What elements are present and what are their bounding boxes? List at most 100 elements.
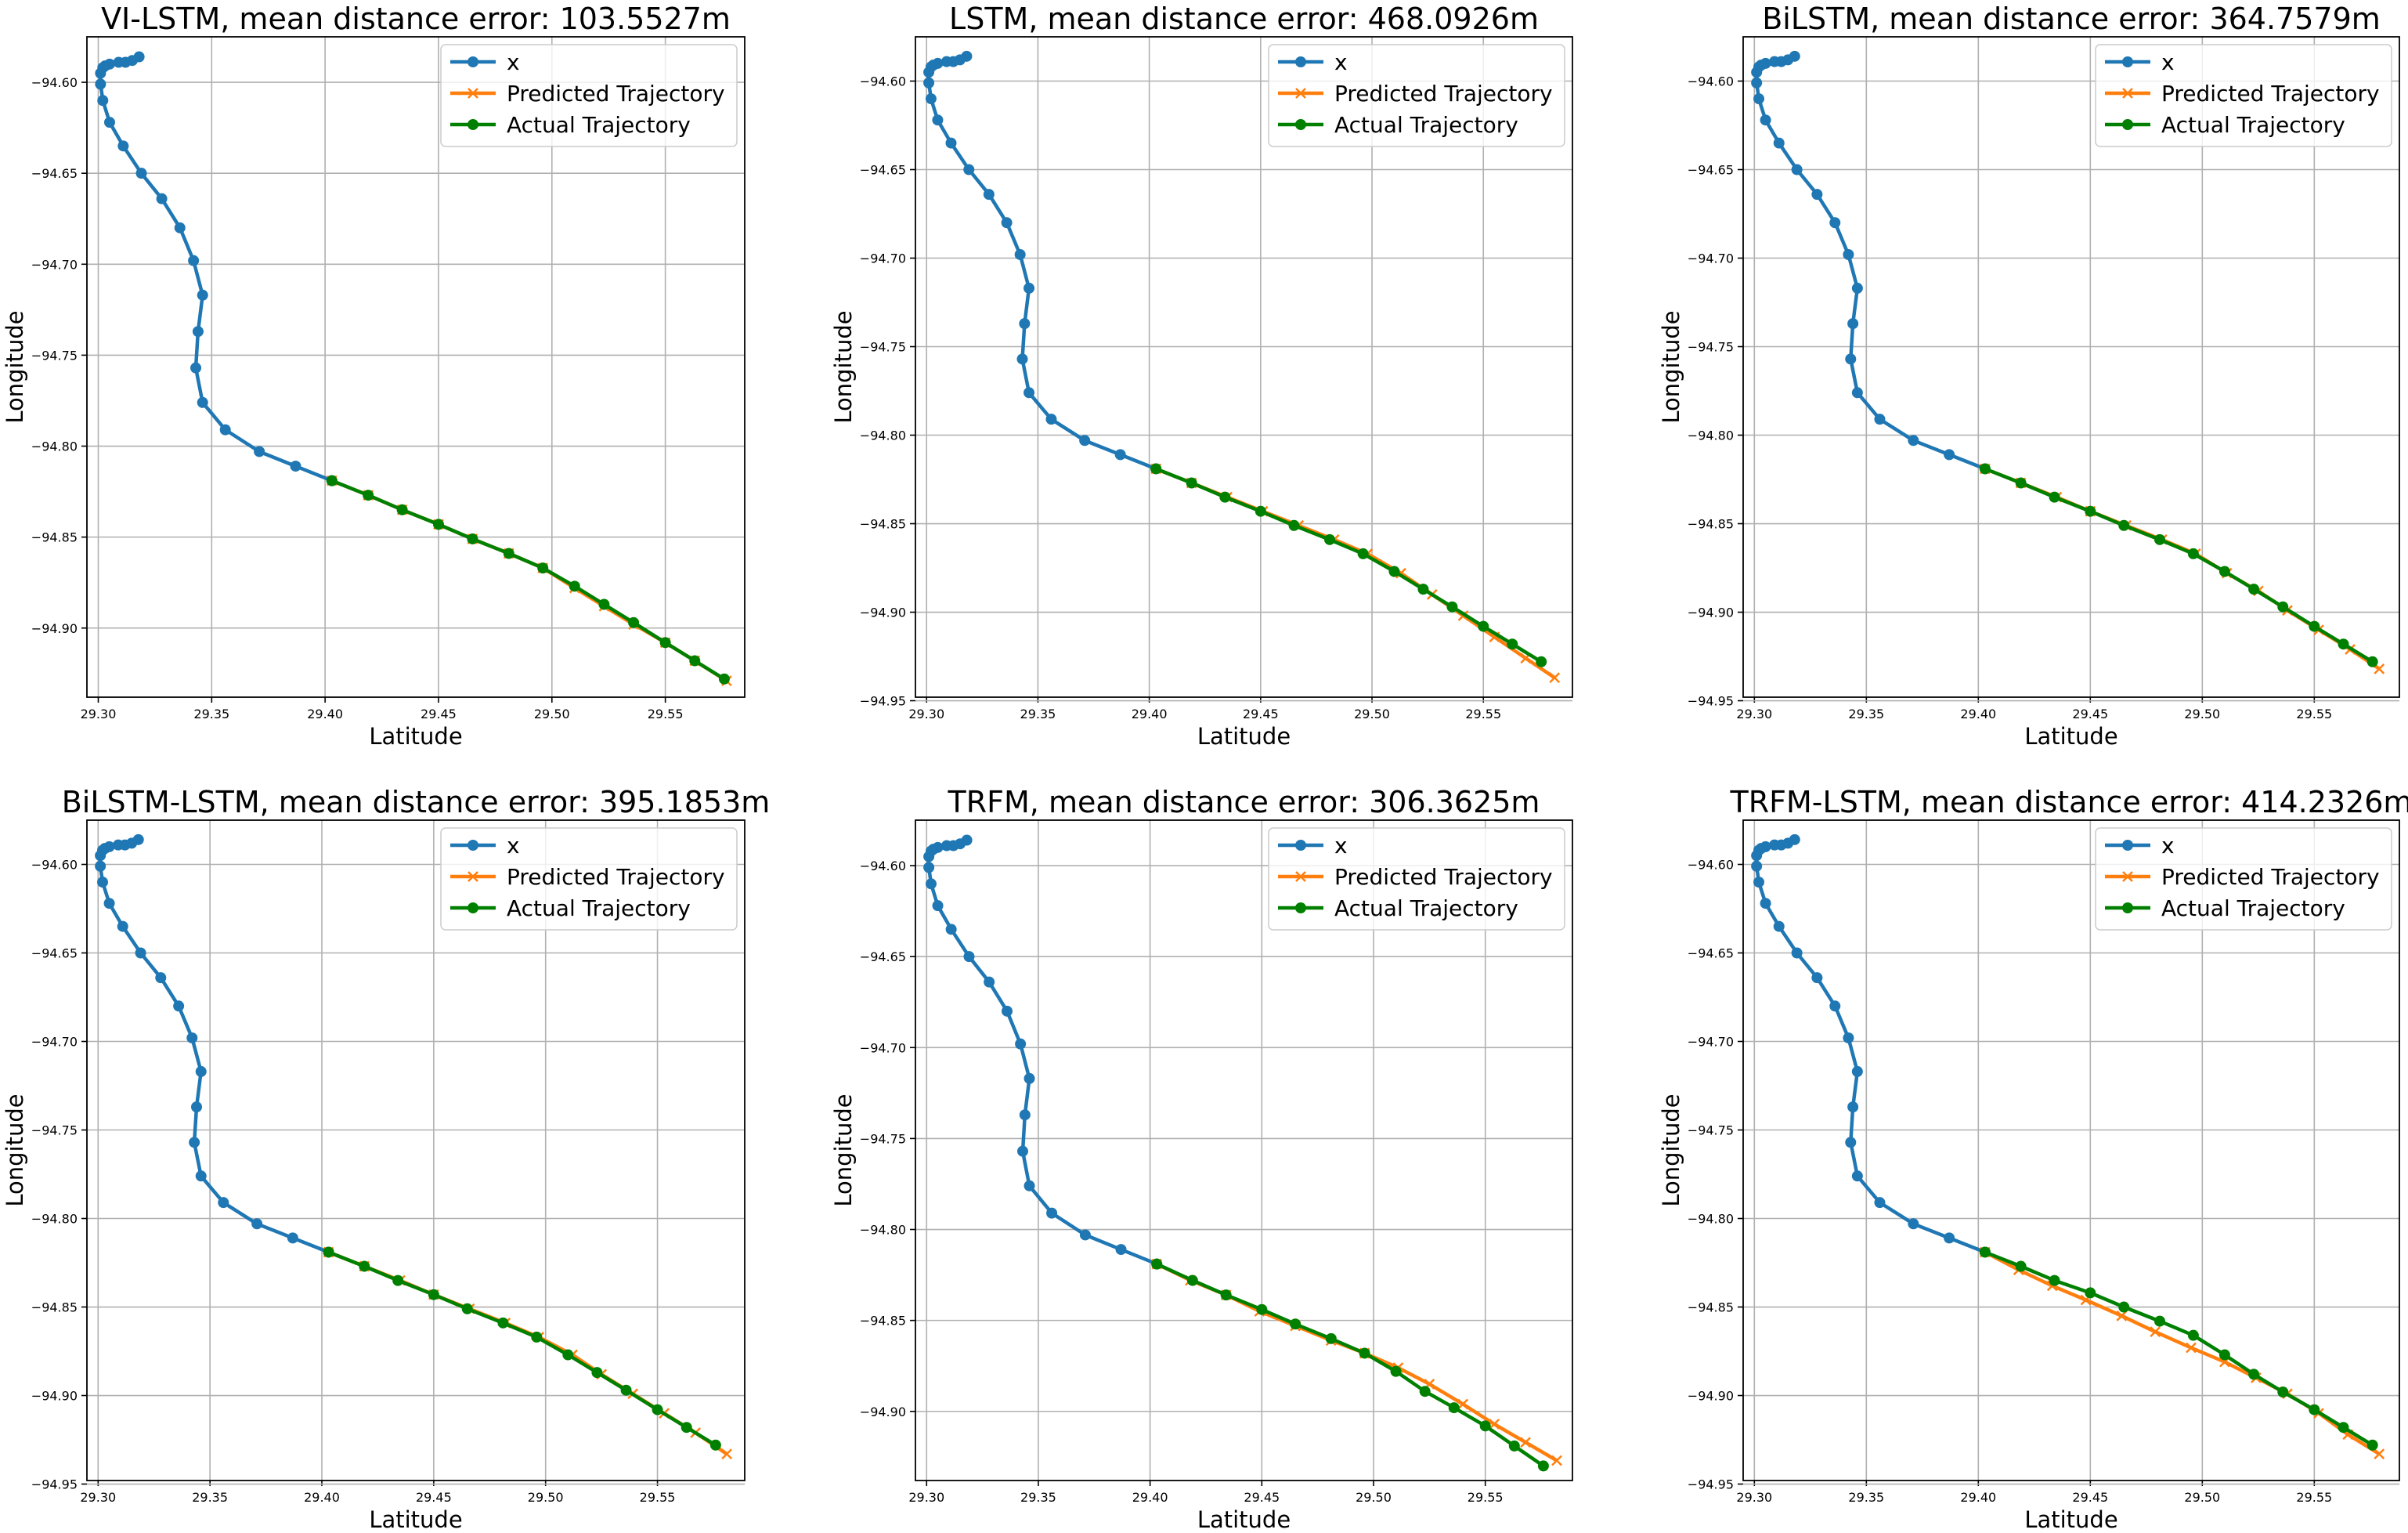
y-tick-label: −94.80 [1688, 428, 1734, 443]
series-x-point [254, 446, 265, 457]
series-actual-point [1479, 1420, 1491, 1432]
series-x-point [1046, 1207, 1058, 1219]
legend-box [2095, 44, 2392, 147]
series-x-point [1753, 877, 1765, 888]
series-x-point [218, 1197, 229, 1209]
series-x-point [925, 878, 937, 890]
y-tick-label: −94.65 [1688, 163, 1734, 178]
y-tick-label: −94.90 [1688, 606, 1734, 620]
series-x-point [1019, 318, 1031, 330]
x-tick-label: 29.40 [307, 707, 343, 721]
y-tick-label: −94.60 [31, 75, 78, 90]
series-x-point [923, 67, 935, 78]
series-x-point [1019, 1109, 1031, 1121]
series-x-point [1079, 435, 1091, 447]
x-axis-label: Latitude [1197, 1506, 1291, 1533]
series-actual-point [1979, 463, 1991, 475]
series-predicted-line [1984, 467, 2381, 671]
y-tick-label: −94.80 [31, 1212, 78, 1227]
series-x-point [1874, 414, 1886, 425]
legend-swatch-marker [468, 840, 478, 851]
series-x-point [135, 168, 147, 179]
series-x-point [1016, 353, 1028, 365]
series-x-point [103, 117, 115, 128]
legend-box [1268, 44, 1565, 147]
series-x-point [1847, 318, 1859, 330]
legend-swatch-marker [1295, 840, 1306, 851]
series-x-point [287, 1232, 298, 1244]
series-x-point [1760, 114, 1771, 126]
series-predicted-point [1549, 672, 1561, 684]
x-tick-label: 29.50 [1356, 1490, 1392, 1505]
x-tick-label: 29.30 [1736, 707, 1772, 721]
axes-frame [915, 819, 1573, 1481]
legend-label: Actual Trajectory [2161, 112, 2345, 138]
series-actual-point [2085, 1287, 2096, 1299]
y-tick-label: −94.90 [31, 1389, 78, 1404]
series-actual-point [2248, 584, 2260, 595]
chart-title: TRFM, mean distance error: 306.3625m [948, 785, 1540, 819]
series-actual-point [467, 533, 478, 544]
series-predicted-point [2116, 1310, 2128, 1321]
legend-swatch-marker [468, 871, 478, 882]
series-actual-point [628, 616, 640, 628]
axes-frame [1742, 36, 2400, 698]
series-x-point [1851, 387, 1863, 399]
x-tick-label: 29.35 [1848, 707, 1884, 721]
y-tick-label: −94.70 [860, 251, 906, 266]
x-tick-label: 29.35 [1020, 1490, 1056, 1505]
series-predicted-point [1457, 1398, 1469, 1410]
series-predicted [1980, 463, 2385, 674]
x-axis-label: Latitude [369, 1506, 462, 1533]
x-axis-label: Latitude [2024, 1506, 2117, 1533]
y-tick-label: −94.85 [31, 530, 78, 545]
x-axis-label: Latitude [1197, 723, 1291, 750]
series-actual-point [2118, 1301, 2130, 1313]
series-x-line [1754, 837, 1986, 1254]
series-x-point [1002, 1005, 1013, 1017]
series-actual-point [1417, 584, 1429, 595]
series-x-line [1754, 54, 1986, 471]
series-actual-point [2049, 491, 2060, 503]
series-x-point [173, 1000, 185, 1012]
series-x-point [1874, 1197, 1886, 1209]
series-actual-point [2309, 620, 2320, 632]
series-x-point [219, 424, 231, 436]
series-actual-point [2338, 1422, 2349, 1434]
legend-label: Predicted Trajectory [507, 864, 725, 890]
series-x-point [1023, 387, 1035, 399]
series-x-point [923, 862, 935, 873]
y-tick-label: −94.60 [860, 859, 906, 873]
legend-swatch-marker [2122, 88, 2133, 99]
series-predicted-point [1489, 1419, 1500, 1430]
axes-frame [1742, 819, 2400, 1481]
series-actual-point [2085, 505, 2096, 517]
series-actual-point [659, 637, 671, 649]
series-actual-point [2338, 638, 2349, 650]
series-x-point [1791, 947, 1803, 959]
chart-title: BiLSTM-LSTM, mean distance error: 395.18… [62, 785, 771, 819]
legend: x Predicted Trajectory Actual Trajectory [2095, 827, 2392, 931]
series-x-point [1944, 449, 1955, 461]
legend-swatch-marker [1295, 871, 1306, 882]
series-x [1751, 50, 1991, 475]
series-predicted-line [330, 479, 727, 683]
series-predicted-point [1551, 1455, 1562, 1466]
legend-swatch-marker [468, 56, 478, 67]
series-actual-point [2187, 548, 2199, 559]
legend-label: x [1334, 49, 1348, 75]
legend-label: Predicted Trajectory [2161, 864, 2380, 890]
series-actual-point [1478, 620, 1489, 632]
series-x-point [923, 77, 935, 89]
series-actual-point [1448, 1402, 1460, 1414]
chart-title: VI-LSTM, mean distance error: 103.5527m [101, 2, 731, 36]
grid: 29.30 29.35 29.40 29.45 29.50 29.55 −94.60 −94.… [860, 820, 1572, 1505]
legend-label: Actual Trajectory [1334, 895, 1518, 921]
x-tick-label: 29.50 [1354, 707, 1390, 721]
series-predicted-point [2374, 1448, 2385, 1459]
y-tick-label: −94.70 [31, 257, 78, 272]
x-tick-label: 29.45 [421, 707, 457, 721]
y-tick-label: −94.85 [860, 1314, 906, 1329]
y-tick-label: −94.75 [31, 1123, 78, 1138]
